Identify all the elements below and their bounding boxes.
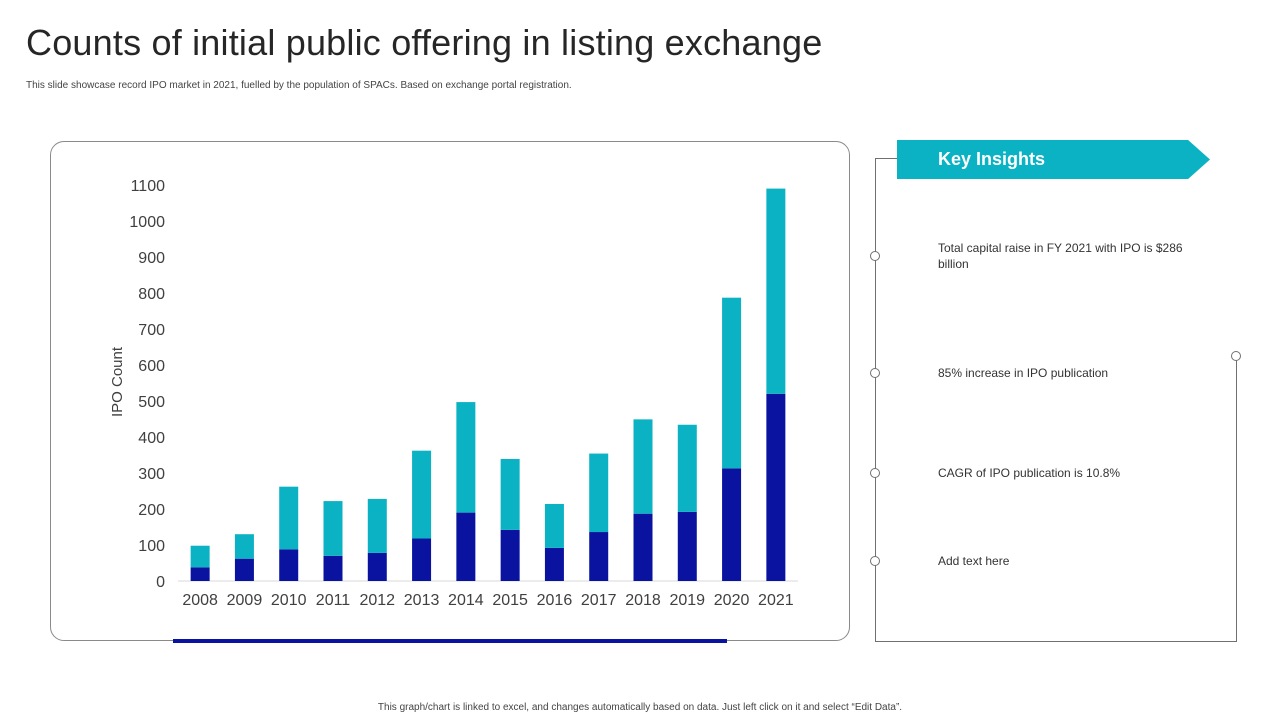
key-insights-banner: Key Insights [897,140,1210,179]
panel-top-line [875,158,897,159]
y-tick-label: 1100 [131,178,166,195]
x-tick-label: 2010 [271,592,307,609]
bar-2019-series-1[interactable] [677,511,697,581]
insights-panel [875,158,1237,642]
x-tick-label: 2012 [359,592,395,609]
bar-2017-series-1[interactable] [589,532,609,581]
bar-2008-series-2[interactable] [190,545,210,568]
bar-2015-series-2[interactable] [500,458,520,530]
bar-2020-series-2[interactable] [722,297,742,469]
bar-2010-series-2[interactable] [279,486,299,550]
bar-2019-series-2[interactable] [677,424,697,512]
x-tick-label: 2017 [581,592,617,609]
y-axis-label: IPO Count [109,346,126,417]
bar-2015-series-1[interactable] [500,529,520,581]
bar-2008-series-1[interactable] [190,567,210,581]
bar-2012-series-1[interactable] [367,552,387,581]
y-tick-label: 300 [138,466,165,483]
panel-right-line [1236,356,1237,642]
y-tick-label: 100 [138,538,165,555]
y-tick-label: 900 [138,250,165,267]
footnote: This graph/chart is linked to excel, and… [377,702,903,713]
bar-2018-series-2[interactable] [633,419,653,514]
insight-item-2: 85% increase in IPO publication [938,366,1109,380]
bar-2012-series-2[interactable] [367,498,387,553]
x-tick-label: 2009 [227,592,263,609]
bar-2021-series-2[interactable] [766,188,786,394]
x-tick-label: 2021 [758,592,794,609]
y-tick-label: 200 [138,502,165,519]
panel-corner-dot [1231,351,1241,361]
x-tick-label: 2011 [316,592,351,609]
bar-2009-series-1[interactable] [234,558,254,581]
bar-2016-series-2[interactable] [544,503,564,548]
bar-2011-series-2[interactable] [323,501,343,556]
y-tick-label: 400 [138,430,165,447]
bar-2011-series-1[interactable] [323,555,343,581]
page-title: Counts of initial public offering in lis… [26,22,823,63]
bar-2020-series-1[interactable] [722,468,742,581]
insight-bullet-dot [870,368,880,378]
bar-2021-series-1[interactable] [766,393,786,581]
bar-2013-series-1[interactable] [412,538,432,581]
x-tick-label: 2016 [537,592,573,609]
bar-2013-series-2[interactable] [412,450,432,539]
y-tick-label: 1000 [129,214,165,231]
x-tick-label: 2013 [404,592,440,609]
x-tick-label: 2018 [625,592,661,609]
y-tick-label: 800 [138,286,165,303]
key-insights-heading: Key Insights [938,149,1046,169]
y-tick-label: 700 [138,322,165,339]
chart-accent-bar [173,639,727,643]
bar-2018-series-1[interactable] [633,513,653,581]
bar-2009-series-2[interactable] [234,534,254,559]
insight-bullet-dot [870,556,880,566]
page-subtitle: This slide showcase record IPO market in… [26,80,572,91]
bar-2010-series-1[interactable] [279,549,299,581]
x-tick-label: 2014 [448,592,484,609]
y-tick-label: 500 [138,394,165,411]
ipo-bar-chart[interactable]: 0 100 200 300 400 500 600 700 800 900 1000 1100 IPO … [51,142,851,642]
insight-item-4: Add text here [938,554,1010,568]
insight-bullet-dot [870,251,880,261]
insight-item-3: CAGR of IPO publication is 10.8% [938,466,1121,480]
x-tick-label: 2019 [669,592,705,609]
bar-2014-series-2[interactable] [456,402,476,513]
y-tick-label: 600 [138,358,165,375]
x-tick-label: 2015 [492,592,528,609]
x-tick-label: 2008 [182,592,218,609]
insight-item-1: Total capital raise in FY 2021 with IPO … [938,241,1183,271]
y-tick-label: 0 [156,574,165,591]
bar-2016-series-1[interactable] [544,547,564,581]
bar-2017-series-2[interactable] [589,453,609,533]
insight-bullet-dot [870,468,880,478]
x-tick-label: 2020 [714,592,750,609]
bar-2014-series-1[interactable] [456,512,476,581]
chart-card[interactable]: 0 100 200 300 400 500 600 700 800 900 1000 1100 IPO … [50,141,850,641]
